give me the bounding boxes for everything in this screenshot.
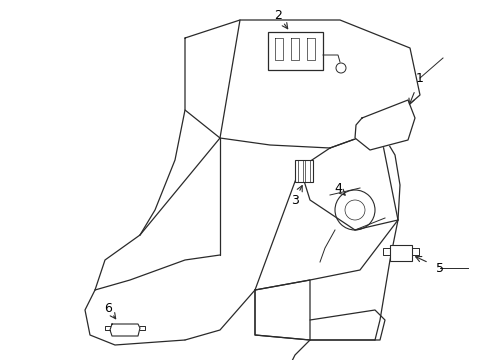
Text: 2: 2 — [273, 9, 282, 22]
Bar — [294, 160, 312, 182]
Bar — [267, 32, 323, 70]
Bar — [389, 245, 411, 261]
Text: 3: 3 — [290, 194, 298, 207]
Polygon shape — [110, 324, 140, 336]
Polygon shape — [354, 100, 414, 150]
Text: 5: 5 — [435, 261, 443, 274]
Text: 1: 1 — [415, 72, 423, 85]
Text: 4: 4 — [333, 181, 341, 194]
Text: 6: 6 — [104, 302, 112, 315]
